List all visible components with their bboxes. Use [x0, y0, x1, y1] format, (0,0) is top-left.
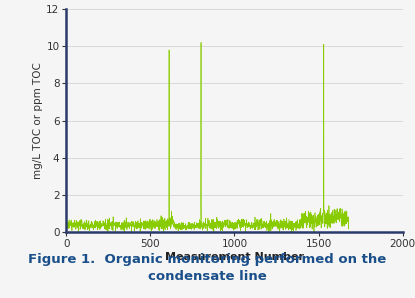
X-axis label: Measurement Number: Measurement Number [165, 252, 304, 262]
Y-axis label: mg/L TOC or ppm TOC: mg/L TOC or ppm TOC [34, 62, 44, 179]
Text: Figure 1.  Organic monitoring performed on the
condensate line: Figure 1. Organic monitoring performed o… [28, 253, 387, 283]
